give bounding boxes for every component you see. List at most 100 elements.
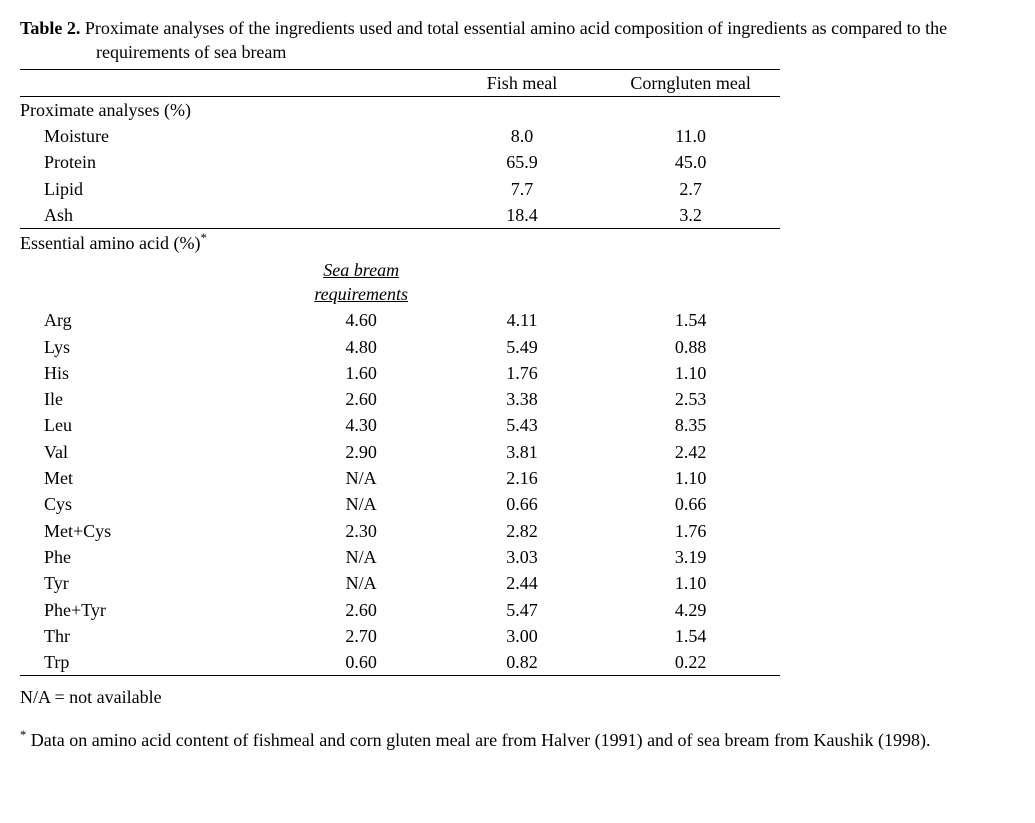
table-row: Protein 65.9 45.0	[20, 149, 780, 175]
cell-value: N/A	[279, 465, 442, 491]
cell-value: 65.9	[443, 149, 601, 175]
cell-value: 2.70	[279, 623, 442, 649]
header-row: Fish meal Corngluten meal	[20, 69, 780, 96]
row-label: His	[20, 360, 279, 386]
table-row: Trp 0.60 0.82 0.22	[20, 649, 780, 676]
section-title-eaa: Essential amino acid (%)*	[20, 229, 780, 257]
table-row: Lipid 7.7 2.7	[20, 176, 780, 202]
cell-value: 2.44	[443, 570, 601, 596]
cell-value: 3.19	[601, 544, 780, 570]
row-label: Phe+Tyr	[20, 597, 279, 623]
cell-value: 1.10	[601, 570, 780, 596]
cell-value: 0.66	[443, 491, 601, 517]
footnote: * Data on amino acid content of fishmeal…	[20, 727, 1015, 753]
row-label: Cys	[20, 491, 279, 517]
row-label: Lipid	[20, 176, 279, 202]
cell-value: N/A	[279, 570, 442, 596]
cell-value: N/A	[279, 491, 442, 517]
cell-value: 2.16	[443, 465, 601, 491]
cell-value: 8.0	[443, 123, 601, 149]
cell-value: 3.38	[443, 386, 601, 412]
caption-text: Proximate analyses of the ingredients us…	[85, 18, 947, 62]
section-title-proximate: Proximate analyses (%)	[20, 96, 443, 123]
row-label: Phe	[20, 544, 279, 570]
row-label: Tyr	[20, 570, 279, 596]
cell-value: 4.80	[279, 334, 442, 360]
cell-value: 8.35	[601, 412, 780, 438]
cell-value: 1.10	[601, 360, 780, 386]
row-label: Met	[20, 465, 279, 491]
section-row-eaa: Essential amino acid (%)*	[20, 229, 780, 257]
cell-value: 45.0	[601, 149, 780, 175]
cell-value: 3.2	[601, 202, 780, 229]
cell-value: 1.10	[601, 465, 780, 491]
col-header-fish-meal: Fish meal	[443, 69, 601, 96]
cell-value: 18.4	[443, 202, 601, 229]
cell-value: 2.90	[279, 439, 442, 465]
cell-value: 2.42	[601, 439, 780, 465]
row-label: Trp	[20, 649, 279, 676]
row-label: Ash	[20, 202, 279, 229]
row-label: Met+Cys	[20, 518, 279, 544]
cell-value: 11.0	[601, 123, 780, 149]
cell-value: 0.22	[601, 649, 780, 676]
table-row: Met+Cys 2.30 2.82 1.76	[20, 518, 780, 544]
table-caption: Table 2. Proximate analyses of the ingre…	[20, 16, 1015, 65]
row-label: Arg	[20, 307, 279, 333]
cell-value: 1.54	[601, 623, 780, 649]
cell-value: 4.29	[601, 597, 780, 623]
cell-value: 5.49	[443, 334, 601, 360]
cell-value: 1.54	[601, 307, 780, 333]
cell-value: 4.11	[443, 307, 601, 333]
row-label: Leu	[20, 412, 279, 438]
footnote-text: Data on amino acid content of fishmeal a…	[31, 730, 931, 750]
cell-value: 0.88	[601, 334, 780, 360]
table-row: Met N/A 2.16 1.10	[20, 465, 780, 491]
cell-value: N/A	[279, 544, 442, 570]
cell-value: 7.7	[443, 176, 601, 202]
cell-value: 5.47	[443, 597, 601, 623]
row-label: Ile	[20, 386, 279, 412]
table-row: Phe N/A 3.03 3.19	[20, 544, 780, 570]
cell-value: 1.76	[601, 518, 780, 544]
subheader-sea-bream: Sea bream requirements	[314, 260, 408, 304]
table-row: Phe+Tyr 2.60 5.47 4.29	[20, 597, 780, 623]
cell-value: 0.60	[279, 649, 442, 676]
data-table: Fish meal Corngluten meal Proximate anal…	[20, 69, 780, 677]
cell-value: 4.60	[279, 307, 442, 333]
table-row: Thr 2.70 3.00 1.54	[20, 623, 780, 649]
cell-value: 1.76	[443, 360, 601, 386]
cell-value: 0.66	[601, 491, 780, 517]
cell-value: 3.03	[443, 544, 601, 570]
caption-label: Table 2.	[20, 18, 80, 38]
table-row: Lys 4.80 5.49 0.88	[20, 334, 780, 360]
col-header-corngluten: Corngluten meal	[601, 69, 780, 96]
cell-value: 3.00	[443, 623, 601, 649]
cell-value: 2.60	[279, 386, 442, 412]
cell-value: 2.53	[601, 386, 780, 412]
table-row: Val 2.90 3.81 2.42	[20, 439, 780, 465]
table-row: His 1.60 1.76 1.10	[20, 360, 780, 386]
table-row: Arg 4.60 4.11 1.54	[20, 307, 780, 333]
cell-value: 4.30	[279, 412, 442, 438]
table-row: Tyr N/A 2.44 1.10	[20, 570, 780, 596]
cell-value: 0.82	[443, 649, 601, 676]
table-row: Moisture 8.0 11.0	[20, 123, 780, 149]
cell-value: 5.43	[443, 412, 601, 438]
row-label: Moisture	[20, 123, 279, 149]
row-label: Val	[20, 439, 279, 465]
row-label: Lys	[20, 334, 279, 360]
section-row-proximate: Proximate analyses (%)	[20, 96, 780, 123]
table-row: Ile 2.60 3.38 2.53	[20, 386, 780, 412]
table-row: Leu 4.30 5.43 8.35	[20, 412, 780, 438]
cell-value: 2.82	[443, 518, 601, 544]
row-label: Protein	[20, 149, 279, 175]
table-row: Cys N/A 0.66 0.66	[20, 491, 780, 517]
cell-value: 2.7	[601, 176, 780, 202]
subheader-row: Sea bream requirements	[20, 257, 780, 308]
cell-value: 1.60	[279, 360, 442, 386]
table-row: Ash 18.4 3.2	[20, 202, 780, 229]
cell-value: 2.60	[279, 597, 442, 623]
note-na: N/A = not available	[20, 684, 1015, 711]
cell-value: 2.30	[279, 518, 442, 544]
